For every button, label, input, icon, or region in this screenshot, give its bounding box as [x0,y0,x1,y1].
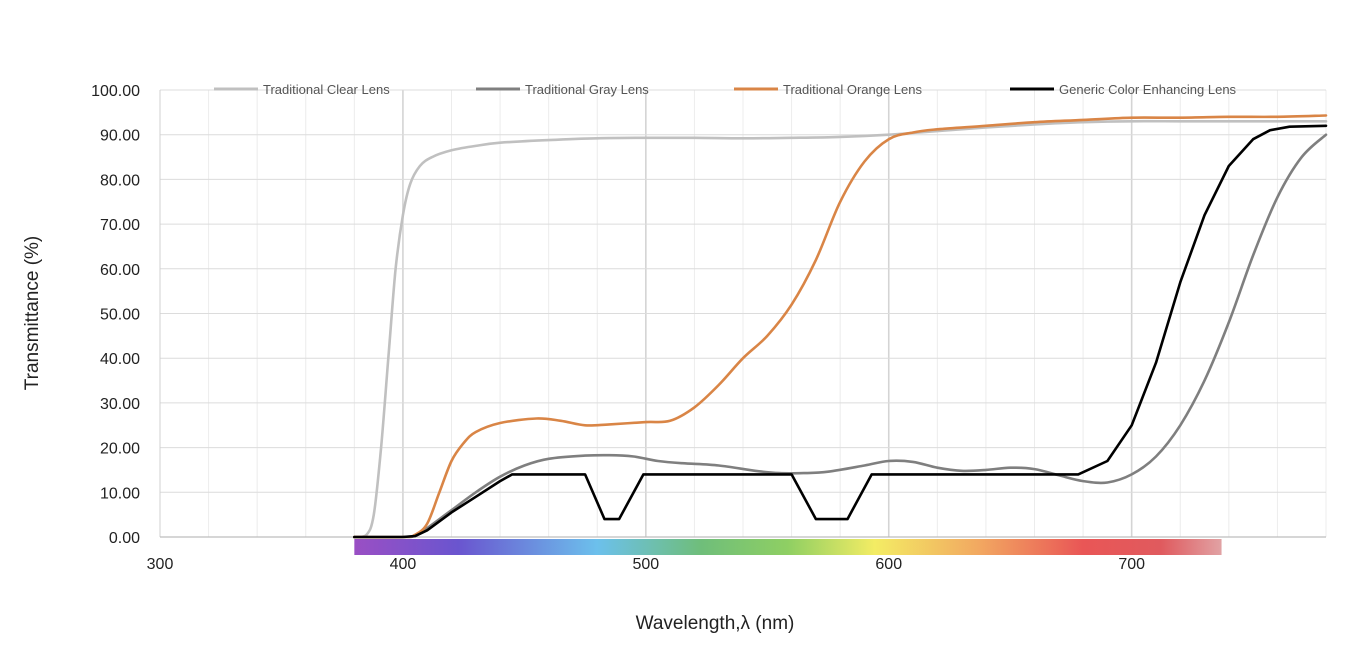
legend-label-traditional-clear-lens: Traditional Clear Lens [263,82,390,97]
grid [159,89,1327,538]
series-lines [353,114,1328,539]
x-tick-label: 600 [875,556,902,573]
spectrum-bar [354,539,1222,555]
y-tick-label: 90.00 [100,128,140,145]
y-axis-title: Transmittance (%) [22,236,43,391]
legend: Traditional Clear Lens Traditional Gray L… [214,82,1237,97]
y-tick-label: 10.00 [100,485,140,502]
y-tick-label: 20.00 [100,441,140,458]
x-tick-label: 500 [632,556,659,573]
series-line-traditional-gray-lens [353,133,1328,539]
y-tick-label: 100.00 [91,83,140,100]
y-tick-label: 70.00 [100,217,140,234]
series-line-traditional-clear-lens [353,119,1328,539]
legend-label-generic-color-enhancing-lens: Generic Color Enhancing Lens [1059,82,1237,97]
series-line-traditional-orange-lens [353,114,1328,539]
x-tick-label: 400 [390,556,417,573]
y-tick-labels: 0.00 10.00 20.00 30.00 40.00 50.00 60.00 70.00 8… [91,83,140,547]
y-tick-label: 80.00 [100,172,140,189]
x-tick-label: 300 [147,556,174,573]
legend-label-traditional-orange-lens: Traditional Orange Lens [783,82,922,97]
x-tick-labels: 300 400 500 600 700 [147,556,1145,573]
y-tick-label: 60.00 [100,262,140,279]
y-tick-label: 0.00 [109,530,140,547]
x-tick-label: 700 [1118,556,1145,573]
series-line-generic-color-enhancing-lens [353,124,1328,539]
y-tick-label: 30.00 [100,396,140,413]
y-tick-label: 50.00 [100,307,140,324]
legend-label-traditional-gray-lens: Traditional Gray Lens [525,82,649,97]
y-tick-label: 40.00 [100,351,140,368]
x-axis-title: Wavelength,λ (nm) [636,613,795,634]
